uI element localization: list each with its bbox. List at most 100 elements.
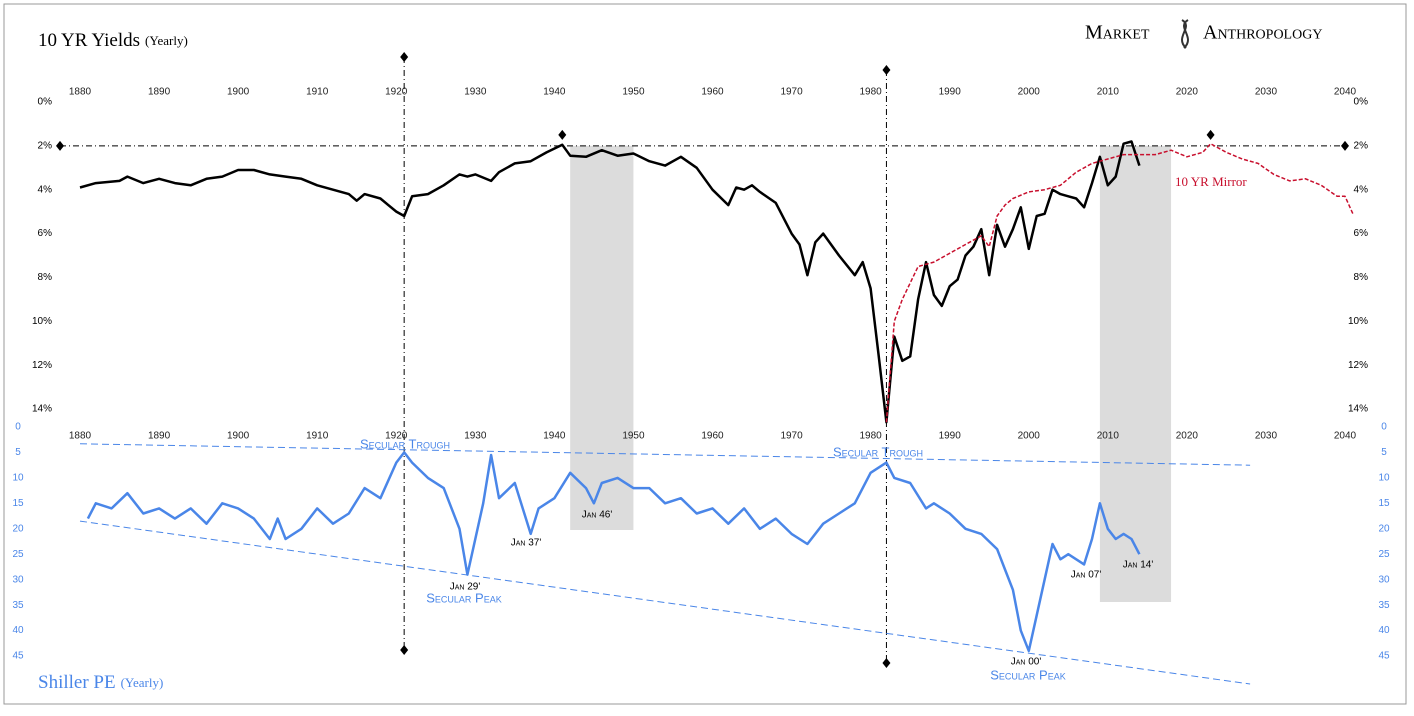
series-line (86, 451, 1141, 653)
marker (558, 129, 567, 140)
annotation: Jan 00' (1011, 657, 1042, 668)
x-tick-label: 1910 (306, 87, 329, 98)
x-tick-label: 1980 (860, 431, 883, 442)
x-tick-label: 2040 (1334, 87, 1357, 98)
y-tick-label: 45 (12, 651, 24, 662)
y-tick-label: 6% (1354, 228, 1369, 239)
y-tick-label: 40 (1378, 625, 1390, 636)
x-tick-label: 1940 (543, 431, 566, 442)
y-tick-label: 5 (15, 447, 21, 458)
y-tick-label: 8% (1354, 272, 1369, 283)
annotation: Secular Peak (426, 590, 501, 605)
x-tick-label: 2020 (1176, 87, 1199, 98)
x-tick-label: 1990 (939, 87, 962, 98)
y-tick-label: 4% (38, 184, 53, 195)
y-tick-label: 15 (12, 498, 24, 509)
annotation: Jan 37' (511, 538, 542, 549)
x-tick-label: 1990 (939, 431, 962, 442)
y-tick-label: 0 (1381, 422, 1387, 433)
annotation: Jan 07' (1071, 570, 1102, 581)
x-tick-label: 2010 (1097, 431, 1120, 442)
x-tick-label: 2030 (1255, 431, 1278, 442)
y-tick-label: 14% (1348, 404, 1368, 415)
x-tick-label: 1890 (148, 87, 171, 98)
y-tick-label: 12% (1348, 360, 1368, 371)
marker (400, 645, 409, 655)
y-tick-label: 20 (1378, 523, 1390, 534)
y-tick-label: 12% (32, 360, 52, 371)
x-tick-label: 1980 (860, 87, 883, 98)
y-tick-label: 35 (1378, 600, 1390, 611)
y-tick-label: 15 (1378, 498, 1390, 509)
x-tick-label: 2040 (1334, 431, 1357, 442)
x-tick-label: 2000 (1018, 87, 1041, 98)
chart-title: 10 YR Yields (Yearly) (38, 30, 188, 51)
series-line (79, 140, 1141, 424)
y-tick-label: 40 (12, 625, 24, 636)
x-tick-label: 2020 (1176, 431, 1199, 442)
shaded-range (570, 145, 634, 530)
x-tick-label: 1910 (306, 431, 329, 442)
y-tick-label: 2% (1354, 140, 1369, 151)
y-tick-label: 10% (1348, 316, 1368, 327)
marker (882, 658, 891, 668)
y-tick-label: 14% (32, 404, 52, 415)
annotation: Secular Peak (990, 667, 1065, 682)
shaded-range (1099, 145, 1172, 602)
x-tick-label: 1940 (543, 87, 566, 98)
y-tick-label: 0% (1354, 97, 1369, 108)
x-tick-label: 2010 (1097, 87, 1120, 98)
y-tick-label: 45 (1378, 651, 1390, 662)
y-tick-label: 25 (12, 549, 24, 560)
y-tick-label: 10% (32, 316, 52, 327)
y-tick-label: 10 (1378, 473, 1390, 484)
subtitle: (Yearly) (121, 675, 164, 690)
y-tick-label: 10 (12, 473, 24, 484)
x-tick-label: 1880 (69, 431, 92, 442)
y-tick-label: 4% (1354, 184, 1369, 195)
chart-title: Shiller PE (Yearly) (38, 672, 163, 693)
y-tick-label: 20 (12, 523, 24, 534)
x-tick-label: 2000 (1018, 431, 1041, 442)
marker (400, 52, 409, 62)
trend-line (79, 520, 1251, 685)
title: 10 YR Yields (38, 30, 140, 51)
x-tick-label: 1930 (464, 87, 487, 98)
annotation: Jan 46' (582, 510, 613, 521)
series-line (885, 142, 1354, 423)
y-tick-label: 35 (12, 600, 24, 611)
frame (3, 3, 1407, 705)
x-tick-label: 1920 (385, 431, 408, 442)
marker (1206, 129, 1215, 140)
y-tick-label: 30 (1378, 574, 1390, 585)
x-tick-label: 1900 (227, 431, 250, 442)
x-tick-label: 1960 (701, 87, 724, 98)
y-tick-label: 0 (15, 422, 21, 433)
annotation: Secular Trough (833, 444, 923, 459)
y-tick-label: 5 (1381, 447, 1387, 458)
x-tick-label: 1970 (780, 87, 803, 98)
trend-line (79, 443, 1251, 466)
y-tick-label: 25 (1378, 549, 1390, 560)
y-tick-label: 30 (12, 574, 24, 585)
x-tick-label: 1880 (69, 87, 92, 98)
annotation: Secular Trough (360, 436, 450, 451)
title: Shiller PE (38, 672, 116, 693)
logo-icon (1181, 19, 1189, 49)
y-tick-label: 6% (38, 228, 53, 239)
x-tick-label: 1970 (780, 431, 803, 442)
marker (56, 140, 64, 151)
marker (882, 65, 891, 75)
x-tick-label: 1890 (148, 431, 171, 442)
series-label: 10 YR Mirror (1175, 174, 1247, 189)
subtitle: (Yearly) (145, 33, 188, 48)
x-tick-label: 1960 (701, 431, 724, 442)
x-tick-label: 1900 (227, 87, 250, 98)
x-tick-label: 1930 (464, 431, 487, 442)
x-tick-label: 1920 (385, 87, 408, 98)
annotation: Jan 29' (450, 582, 481, 593)
logo-text: Market (1085, 22, 1150, 44)
x-tick-label: 2030 (1255, 87, 1278, 98)
